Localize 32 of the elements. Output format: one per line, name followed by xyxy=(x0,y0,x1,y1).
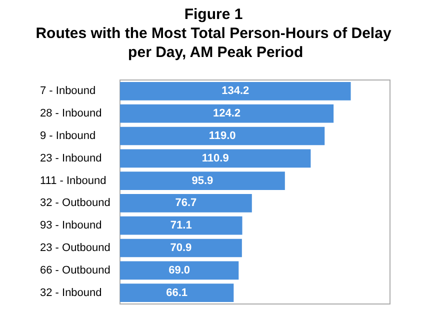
data-label: 110.9 xyxy=(202,152,229,164)
data-label: 134.2 xyxy=(222,85,250,98)
bar xyxy=(120,238,242,258)
data-label: 69.0 xyxy=(168,264,190,276)
y-tick-label: 111 - Inbound xyxy=(40,174,106,187)
bar xyxy=(120,284,234,302)
y-tick-label: 23 - Outbound xyxy=(40,242,110,254)
chart-title: Figure 1 xyxy=(184,6,243,23)
y-tick-label: 28 - Inbound xyxy=(40,108,102,120)
y-tick-label: 66 - Outbound xyxy=(40,264,110,276)
chart-subtitle: Routes with the Most Total Person-Hours of Delay per Day, AM Peak Period xyxy=(36,25,392,61)
bar xyxy=(120,126,325,146)
y-tick-label: 93 - Inbound xyxy=(40,220,102,232)
data-label: 119.0 xyxy=(208,130,236,142)
y-tick-label: 32 - Inbound xyxy=(40,286,102,299)
data-label: 95.9 xyxy=(192,174,214,187)
y-tick-label: 32 - Outbound xyxy=(40,197,110,210)
bar xyxy=(120,104,334,123)
bar xyxy=(120,261,239,280)
bar xyxy=(120,216,242,235)
data-label: 76.7 xyxy=(175,197,197,210)
bar xyxy=(120,172,285,190)
bar xyxy=(120,194,252,212)
bar xyxy=(120,149,311,168)
data-label: 70.9 xyxy=(170,242,192,254)
y-tick-label: 23 - Inbound xyxy=(40,152,102,164)
bar xyxy=(120,82,351,100)
y-tick-label: 7 - Inbound xyxy=(40,85,96,98)
data-label: 66.1 xyxy=(166,286,188,299)
y-tick-label: 9 - Inbound xyxy=(40,130,96,142)
data-label: 71.1 xyxy=(170,220,192,232)
data-label: 124.2 xyxy=(213,108,241,120)
